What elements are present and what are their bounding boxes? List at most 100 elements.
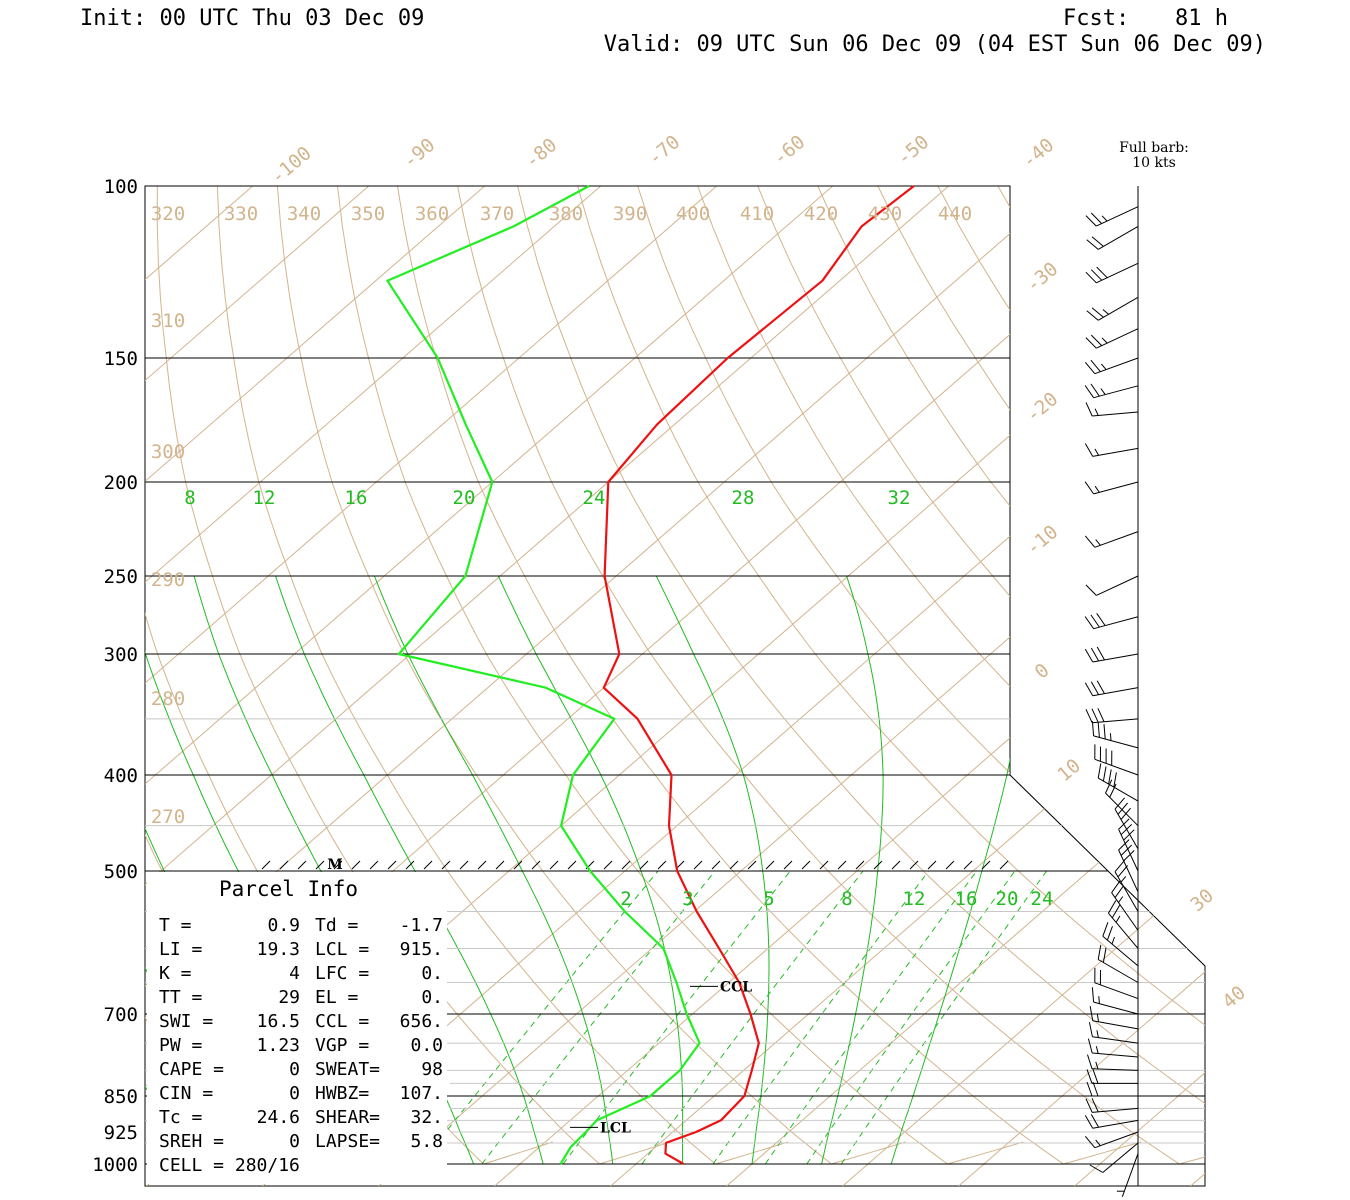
mixing-ratio-label: 12 (253, 487, 276, 509)
wind-barb (1085, 262, 1139, 284)
hatch-mark (891, 860, 901, 870)
hatch-mark (477, 860, 487, 870)
pressure-tick-label: 700 (104, 1004, 138, 1026)
parcel-info-row: T = 0.9 Td = -1.7 (159, 915, 443, 936)
hatch-mark (495, 860, 505, 870)
parcel-key: T = (159, 915, 192, 936)
parcel-key: EL = (315, 987, 359, 1008)
dry-adiabat (757, 186, 1205, 1165)
hatch-mark (621, 860, 631, 870)
wind-barb (1084, 1131, 1139, 1149)
parcel-key: SHEAR= (315, 1107, 380, 1128)
parcel-value: -1.7 (400, 915, 443, 936)
isotherm-label: -80 (521, 134, 561, 173)
mixing-ratio-label: 2 (620, 888, 631, 910)
isotherm-label: 40 (1218, 982, 1250, 1014)
parcel-key: VGP = (315, 1035, 369, 1056)
dry-adiabat (577, 186, 1205, 1165)
wind-barb (1087, 1038, 1139, 1058)
theta-label: 430 (868, 203, 902, 225)
isotherm-line (145, 186, 1066, 1186)
mixing-ratio-label: 8 (184, 487, 195, 509)
theta-label: 400 (676, 203, 710, 225)
isotherm-line (145, 186, 834, 1186)
parcel-info-row: Tc = 24.6 SHEAR= 32. (159, 1107, 443, 1128)
pressure-tick-label: 925 (104, 1122, 138, 1144)
mixing-ratio-label: 24 (1031, 888, 1054, 910)
isotherm-label: -90 (399, 134, 439, 173)
parcel-info-row: SREH = 0 LAPSE= 5.8 (159, 1131, 443, 1152)
wind-barb (1086, 296, 1139, 321)
hatch-mark (873, 860, 883, 870)
parcel-info-row: SWI = 16.5 CCL = 656. (159, 1011, 443, 1032)
pressure-tick-label: 100 (104, 176, 138, 198)
parcel-key: LCL = (315, 939, 369, 960)
isotherm-line (842, 186, 1205, 1186)
parcel-value: 5.8 (410, 1131, 443, 1152)
parcel-info-row: TT = 29 EL = 0. (159, 987, 443, 1008)
theta-label: 300 (151, 441, 185, 463)
mixing-ratio-label: 20 (453, 487, 476, 509)
barb-legend-line1: Full barb: (1119, 140, 1189, 156)
wind-barbs (1084, 186, 1139, 1197)
wind-barb (1118, 839, 1139, 892)
theta-label: 360 (415, 203, 449, 225)
wind-barb (1084, 531, 1139, 548)
parcel-value: 915. (400, 939, 443, 960)
hatch-mark (369, 860, 379, 870)
isotherm-line (145, 186, 950, 1186)
isotherm-label: -30 (1022, 258, 1062, 297)
parcel-value: 98 (421, 1059, 443, 1080)
hatch-mark (459, 860, 469, 870)
parcel-info-row: PW = 1.23 VGP = 0.0 (159, 1035, 443, 1056)
parcel-value: 0 (289, 1083, 300, 1104)
isotherm-line (378, 186, 1205, 1186)
hatch-mark (405, 860, 415, 870)
wind-barb (1085, 206, 1139, 227)
parcel-info-title: Parcel Info (219, 877, 358, 901)
parcel-key: CIN = (159, 1083, 213, 1104)
isotherm-line (0, 186, 21, 1186)
mixing-ratio-label: 12 (903, 888, 926, 910)
hatch-mark (963, 860, 973, 870)
isotherm-line (1190, 186, 1205, 1186)
hatch-mark (279, 860, 289, 870)
parcel-key: Td = (315, 915, 359, 936)
dry-adiabat (877, 186, 1205, 1165)
parcel-value: 0.0 (410, 1035, 443, 1056)
wind-barb (1084, 646, 1139, 663)
isotherm-label: 0 (1031, 659, 1054, 683)
hatch-mark (297, 860, 307, 870)
parcel-key: PW = (159, 1035, 203, 1056)
theta-label: 390 (613, 203, 647, 225)
hatch-mark (513, 860, 523, 870)
wind-barb (1085, 1098, 1139, 1113)
parcel-value: 107. (400, 1083, 443, 1104)
hatch-mark (927, 860, 937, 870)
parcel-info-row: CIN = 0 HWBZ= 107. (159, 1083, 443, 1104)
hatch-mark (567, 860, 577, 870)
parcel-value: 4 (289, 963, 300, 984)
wind-barb (1094, 744, 1139, 776)
wind-barb (1102, 922, 1139, 967)
parcel-value: 29 (278, 987, 300, 1008)
wind-barb (1105, 779, 1139, 827)
isotherm-label: -50 (893, 131, 933, 170)
theta-label: 440 (938, 203, 972, 225)
parcel-value: 32. (410, 1107, 443, 1128)
wind-barb (1084, 613, 1139, 630)
parcel-value: 0.9 (267, 915, 300, 936)
marker-label: LCL (600, 1120, 631, 1136)
dewpoint-profile (386, 185, 701, 1165)
mixing-ratio-line (481, 870, 716, 1165)
wind-barb (1084, 1114, 1139, 1129)
theta-label: 310 (151, 310, 185, 332)
hatch-mark (657, 860, 667, 870)
parcel-value: 0. (421, 963, 443, 984)
hatch-mark (315, 860, 325, 870)
wind-barb (1094, 967, 1139, 1000)
theta-label: 350 (351, 203, 385, 225)
pressure-tick-label: 250 (104, 566, 138, 588)
parcel-info-row: K = 4 LFC = 0. (159, 963, 443, 984)
wind-barb (1084, 443, 1139, 457)
